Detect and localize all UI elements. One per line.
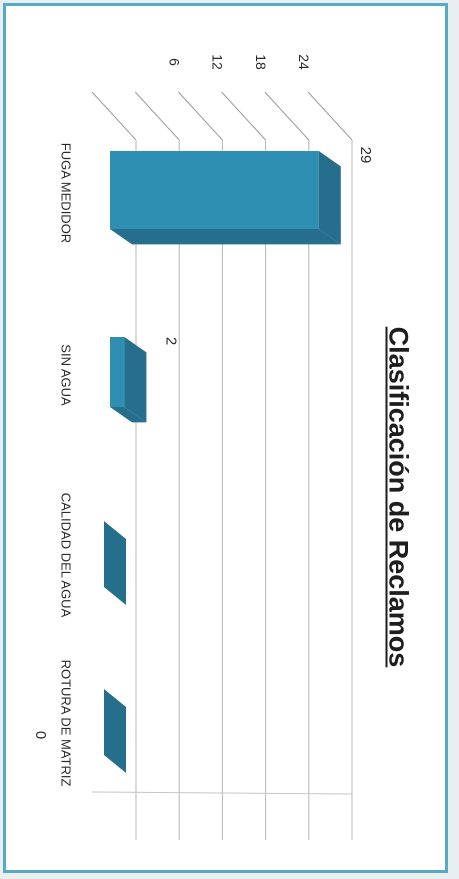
floor-edge bbox=[91, 791, 353, 795]
bar-zero bbox=[104, 689, 126, 773]
tick-label: 24 bbox=[296, 54, 312, 70]
bar-side bbox=[318, 151, 341, 245]
data-label: 0 bbox=[32, 731, 49, 739]
category-label: ROTURA DE MATRIZ bbox=[59, 660, 74, 787]
tick-label: 12 bbox=[210, 54, 226, 70]
data-label: 2 bbox=[162, 337, 179, 345]
gridline-diagonal bbox=[307, 91, 353, 141]
data-label: 29 bbox=[357, 147, 374, 164]
bar bbox=[110, 337, 125, 407]
bar bbox=[110, 151, 319, 229]
chart-title: Clasificación de Reclamos bbox=[383, 326, 414, 668]
category-label: SIN AGUA bbox=[59, 344, 74, 406]
bar-bottom bbox=[110, 229, 341, 245]
category-label: FUGA MEDIDOR bbox=[59, 143, 74, 243]
bar-zero bbox=[104, 521, 126, 605]
bar-bottom bbox=[110, 407, 147, 423]
category-label: CALIDAD DEL AGUA bbox=[59, 493, 74, 618]
bar-side bbox=[124, 337, 147, 423]
gridline-diagonal bbox=[264, 91, 310, 141]
gridline-diagonal bbox=[91, 91, 137, 141]
tick-label: 18 bbox=[253, 54, 269, 70]
chart-frame bbox=[3, 3, 448, 873]
gridline-diagonal bbox=[178, 91, 223, 141]
tick-label: 6 bbox=[166, 58, 182, 66]
gridline-diagonal bbox=[221, 91, 266, 141]
gridline-diagonal bbox=[134, 91, 180, 141]
